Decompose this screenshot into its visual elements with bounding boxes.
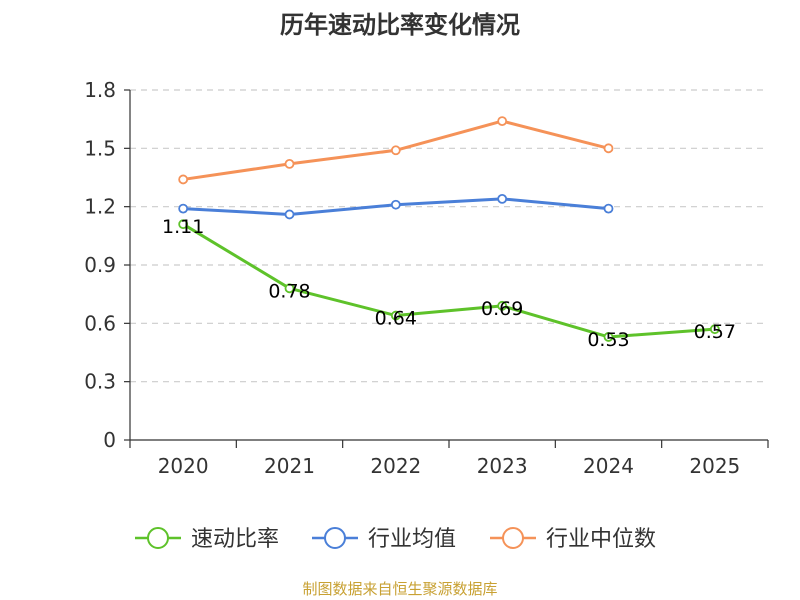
data-label: 0.69	[481, 298, 523, 320]
legend-marker	[502, 527, 524, 549]
x-tick-label: 2023	[477, 454, 528, 478]
data-point[interactable]	[709, 324, 720, 335]
data-point[interactable]	[603, 332, 614, 342]
series-layer	[178, 116, 720, 342]
data-point[interactable]	[603, 143, 614, 154]
data-label: 1.11	[162, 216, 204, 238]
y-tick-label: 1.2	[84, 195, 116, 219]
x-tick-label: 2024	[583, 454, 634, 478]
data-point[interactable]	[497, 300, 508, 311]
y-tick-label: 0.3	[84, 370, 116, 394]
grid	[130, 89, 768, 383]
data-point[interactable]	[390, 199, 401, 210]
x-tick-label: 2022	[370, 454, 421, 478]
legend-item[interactable]: 行业均值	[312, 527, 456, 552]
data-point[interactable]	[390, 145, 401, 156]
y-tick-label: 1.5	[84, 136, 116, 160]
legend-item[interactable]: 行业中位数	[490, 527, 656, 552]
data-point[interactable]	[178, 219, 189, 230]
axes: 0 0.3 0.6 0.9 1.2 1.5 1.8 2020 2021 2022 2023 2024 2…	[84, 78, 769, 478]
data-label: 0.53	[587, 329, 629, 351]
y-tick-label: 0.9	[84, 253, 116, 277]
data-point[interactable]	[497, 116, 508, 127]
x-tick-label: 2025	[689, 454, 740, 478]
source-text: 制图数据来自恒生聚源数据库	[302, 580, 497, 598]
data-label: 0.78	[268, 280, 310, 302]
data-label: 0.57	[694, 321, 736, 343]
x-tick-label: 2021	[264, 454, 315, 478]
legend-marker	[147, 527, 169, 549]
legend-label: 速动比率	[191, 527, 279, 552]
series-line	[182, 222, 715, 339]
legend-marker	[324, 527, 346, 549]
data-point[interactable]	[178, 174, 189, 185]
y-tick-label: 0	[103, 428, 116, 452]
data-point[interactable]	[284, 283, 295, 294]
data-point[interactable]	[284, 158, 295, 169]
legend-label: 行业中位数	[546, 527, 656, 552]
data-point[interactable]	[178, 203, 189, 214]
chart-title: 历年速动比率变化情况	[280, 11, 520, 39]
legend-label: 行业均值	[368, 527, 456, 552]
data-point[interactable]	[284, 209, 295, 220]
legend-item[interactable]: 速动比率	[135, 527, 279, 552]
x-tick-label: 2020	[158, 454, 209, 478]
y-tick-label: 1.8	[84, 78, 116, 102]
legend[interactable]: 速动比率 行业均值 行业中位数	[135, 527, 656, 552]
y-tick-label: 0.6	[84, 311, 116, 335]
data-point[interactable]	[497, 193, 508, 204]
data-point[interactable]	[603, 203, 614, 214]
data-labels: 1.11 0.78 0.64 0.69 0.53 0.57	[162, 216, 736, 351]
data-point[interactable]	[390, 310, 401, 321]
data-label: 0.64	[375, 308, 417, 330]
